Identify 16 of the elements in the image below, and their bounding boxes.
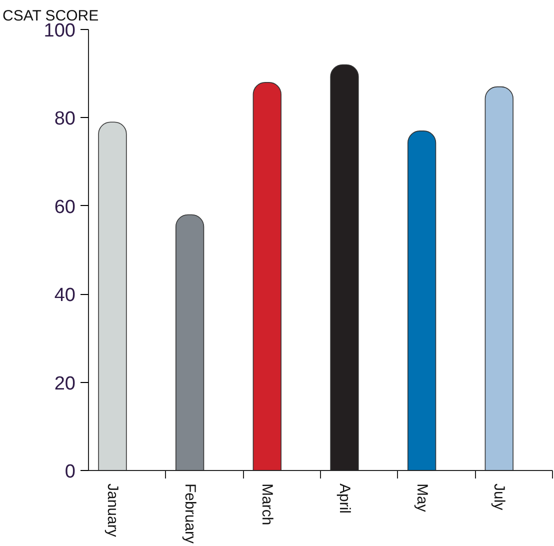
y-tick-label: 20 bbox=[54, 373, 76, 394]
bar bbox=[484, 86, 514, 470]
y-tick-label: 0 bbox=[64, 462, 76, 482]
x-tick-label: March bbox=[258, 484, 276, 526]
bar bbox=[252, 82, 282, 470]
x-tick-label: February bbox=[181, 484, 198, 544]
x-tick-label: April bbox=[336, 484, 353, 514]
x-tick-label: July bbox=[490, 484, 508, 511]
bar bbox=[175, 214, 204, 470]
x-tick-label: May bbox=[413, 484, 430, 512]
y-tick-label: 60 bbox=[54, 196, 76, 218]
y-tick-label: 40 bbox=[54, 285, 76, 306]
bar bbox=[98, 122, 127, 470]
bar bbox=[407, 130, 436, 470]
x-tick-label: January bbox=[104, 484, 121, 538]
y-tick-label: 80 bbox=[54, 108, 76, 130]
